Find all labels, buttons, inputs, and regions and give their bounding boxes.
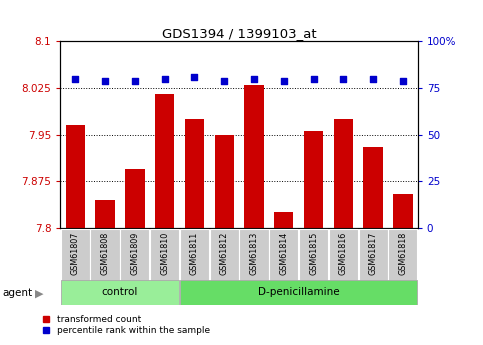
Bar	[274, 212, 294, 228]
Bar	[185, 119, 204, 228]
Bar	[180, 280, 417, 305]
Text: GSM61816: GSM61816	[339, 232, 348, 275]
Text: ▶: ▶	[35, 288, 43, 298]
Legend: transformed count, percentile rank within the sample: transformed count, percentile rank withi…	[43, 315, 210, 335]
Text: agent: agent	[2, 288, 32, 298]
Text: GSM61811: GSM61811	[190, 232, 199, 275]
Point	[191, 74, 199, 80]
Point	[340, 76, 347, 81]
Bar	[244, 85, 264, 228]
Bar	[150, 229, 179, 280]
Point	[161, 76, 169, 81]
Bar	[90, 229, 120, 280]
Bar	[120, 229, 149, 280]
Bar	[393, 194, 412, 228]
Bar	[363, 147, 383, 228]
Bar	[66, 125, 85, 228]
Bar	[358, 229, 388, 280]
Bar	[210, 229, 239, 280]
Point	[101, 78, 109, 83]
Point	[71, 76, 79, 81]
Bar	[240, 229, 269, 280]
Text: GSM61808: GSM61808	[100, 232, 110, 275]
Point	[280, 78, 288, 83]
Text: GSM61810: GSM61810	[160, 232, 169, 275]
Point	[250, 76, 258, 81]
Bar	[304, 131, 323, 228]
Bar	[269, 229, 298, 280]
Bar	[61, 280, 179, 305]
Bar	[155, 94, 174, 228]
Text: GSM61818: GSM61818	[398, 232, 407, 275]
Bar	[299, 229, 328, 280]
Point	[220, 78, 228, 83]
Bar	[180, 229, 209, 280]
Point	[369, 76, 377, 81]
Bar	[125, 169, 144, 228]
Bar	[334, 119, 353, 228]
Text: control: control	[102, 287, 138, 297]
Text: GSM61815: GSM61815	[309, 232, 318, 275]
Bar	[329, 229, 358, 280]
Bar	[61, 229, 90, 280]
Point	[310, 76, 317, 81]
Title: GDS1394 / 1399103_at: GDS1394 / 1399103_at	[162, 27, 316, 40]
Point	[399, 78, 407, 83]
Text: GSM61814: GSM61814	[279, 232, 288, 275]
Text: GSM61817: GSM61817	[369, 232, 378, 275]
Text: D-penicillamine: D-penicillamine	[258, 287, 340, 297]
Text: GSM61812: GSM61812	[220, 232, 228, 275]
Text: GSM61809: GSM61809	[130, 232, 139, 275]
Point	[131, 78, 139, 83]
Text: GSM61807: GSM61807	[71, 232, 80, 275]
Bar	[388, 229, 417, 280]
Bar	[214, 135, 234, 228]
Bar	[95, 200, 115, 228]
Text: GSM61813: GSM61813	[250, 232, 258, 275]
